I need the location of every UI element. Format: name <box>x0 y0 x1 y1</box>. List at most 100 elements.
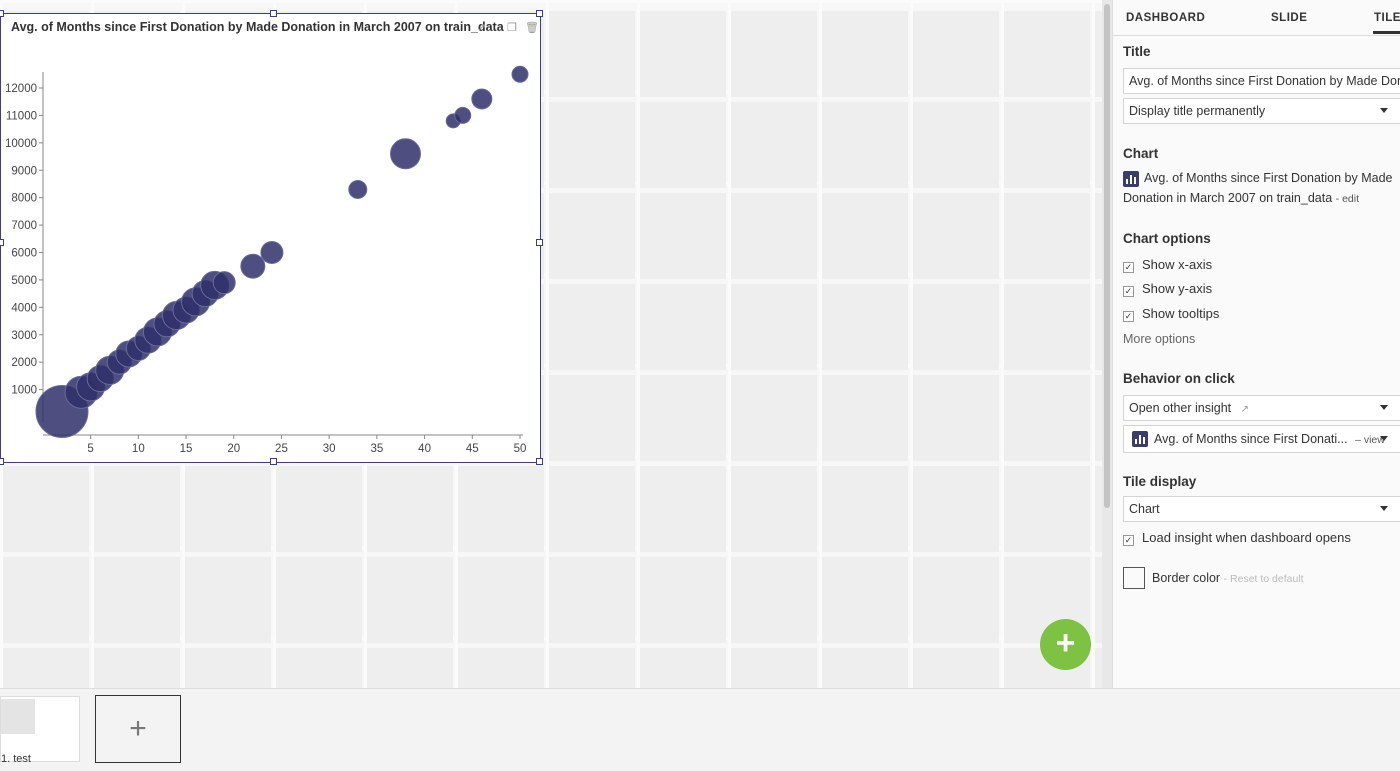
show-tooltips-checkbox[interactable]: ✓ <box>1123 311 1134 322</box>
canvas-scrollbar-thumb[interactable] <box>1104 4 1110 508</box>
grid-cell <box>913 648 999 688</box>
show-x-axis-checkbox[interactable]: ✓ <box>1123 262 1134 273</box>
grid-cell <box>458 648 544 688</box>
more-options-link[interactable]: More options <box>1123 332 1196 346</box>
active-tab-indicator <box>1373 31 1400 34</box>
grid-cell <box>367 557 453 643</box>
grid-cell <box>458 466 544 552</box>
chart-name-line2-row: Donation in March 2007 on train_data - e… <box>1123 191 1359 205</box>
add-slide-button[interactable]: + <box>95 695 181 763</box>
grid-cell <box>549 648 635 688</box>
grid-cell <box>913 284 999 370</box>
grid-cell <box>549 557 635 643</box>
grid-cell <box>640 648 726 688</box>
grid-cell <box>913 557 999 643</box>
x-tick-label: 15 <box>180 443 193 455</box>
load-insight-label: Load insight when dashboard opens <box>1142 530 1351 545</box>
chart-name-line1: Avg. of Months since First Donation by M… <box>1144 171 1393 185</box>
y-tick-label: 5000 <box>11 275 37 287</box>
show-x-axis-row[interactable]: ✓ Show x-axis <box>1123 257 1212 273</box>
grid-cell <box>640 375 726 461</box>
grid-cell <box>731 284 817 370</box>
grid-cell <box>822 648 908 688</box>
y-tick-label: 3000 <box>11 330 37 342</box>
resize-handle-left[interactable] <box>0 239 4 246</box>
data-point <box>240 253 266 279</box>
grid-cell <box>367 466 453 552</box>
grid-cell <box>1004 102 1090 188</box>
grid-cell <box>1004 375 1090 461</box>
y-tick-label: 11000 <box>6 110 37 122</box>
data-point <box>471 88 493 110</box>
add-tile-button[interactable]: + <box>1040 619 1091 670</box>
show-y-axis-row[interactable]: ✓ Show y-axis <box>1123 281 1212 297</box>
chart-name-line2: Donation in March 2007 on train_data <box>1123 191 1333 205</box>
grid-cell <box>1004 11 1090 97</box>
y-tick-label: 10000 <box>5 138 37 150</box>
tile-display-value: Chart <box>1129 502 1160 516</box>
grid-cell <box>276 557 362 643</box>
tile-display-select[interactable]: Chart <box>1123 496 1400 522</box>
tab-slide[interactable]: SLIDE <box>1271 12 1308 24</box>
show-y-axis-checkbox[interactable]: ✓ <box>1123 286 1134 297</box>
grid-cell <box>640 193 726 279</box>
x-tick-label: 5 <box>87 443 93 455</box>
grid-cell <box>94 557 180 643</box>
show-tooltips-row[interactable]: ✓ Show tooltips <box>1123 306 1219 322</box>
y-tick-label: 1000 <box>11 385 37 397</box>
load-insight-row[interactable]: ✓ Load insight when dashboard opens <box>1123 530 1351 546</box>
y-tick-label: 9000 <box>11 165 37 177</box>
grid-cell <box>94 466 180 552</box>
slide-label: 1. test <box>1 753 31 765</box>
duplicate-icon[interactable]: ❐ <box>507 22 517 34</box>
tab-tile[interactable]: TILE <box>1374 12 1400 24</box>
scatter-chart: 1000 2000 3000 4000 5000 6000 7000 8000 9000 1000… <box>5 65 529 455</box>
border-color-row: Border color - Reset to default <box>1152 571 1304 585</box>
title-input[interactable]: Avg. of Months since First Donation by M… <box>1123 68 1400 94</box>
insight-select[interactable]: Avg. of Months since First Donati... – v… <box>1123 425 1400 453</box>
settings-panel: DASHBOARD SLIDE TILE Title Avg. of Month… <box>1112 0 1400 688</box>
chevron-down-icon <box>1380 405 1388 410</box>
grid-cell <box>731 557 817 643</box>
border-color-label: Border color <box>1152 571 1221 585</box>
chart-section-heading: Chart <box>1123 146 1159 161</box>
grid-cell <box>822 466 908 552</box>
grid-cell <box>640 284 726 370</box>
grid-cell <box>913 466 999 552</box>
tile-title: Avg. of Months since First Donation by M… <box>11 20 504 34</box>
resize-handle-bottom-right[interactable] <box>536 458 543 465</box>
grid-cell <box>822 102 908 188</box>
chart-options-heading: Chart options <box>1123 231 1211 246</box>
trash-icon[interactable]: 🗑 <box>525 22 539 34</box>
resize-handle-right[interactable] <box>536 239 543 246</box>
resize-handle-top-right[interactable] <box>536 10 543 17</box>
border-color-swatch[interactable] <box>1123 567 1145 589</box>
tile-display-heading: Tile display <box>1123 474 1197 489</box>
resize-handle-top-left[interactable] <box>0 10 4 17</box>
reset-default-link[interactable]: - Reset to default <box>1223 573 1304 585</box>
grid-cell <box>1004 284 1090 370</box>
x-tick-label: 20 <box>227 443 240 455</box>
show-tooltips-label: Show tooltips <box>1142 306 1220 321</box>
external-link-icon[interactable]: ↗ <box>477 22 487 34</box>
slide-thumbnail[interactable]: 1. test <box>0 696 80 765</box>
resize-handle-bottom-left[interactable] <box>0 458 4 465</box>
x-tick-label: 40 <box>418 443 431 455</box>
insight-view-link[interactable]: – view <box>1355 434 1385 446</box>
grid-cell <box>822 375 908 461</box>
chart-tile[interactable]: Avg. of Months since First Donation by M… <box>0 10 543 465</box>
title-display-select[interactable]: Display title permanently <box>1123 98 1400 124</box>
grid-cell <box>913 193 999 279</box>
show-y-axis-label: Show y-axis <box>1142 281 1213 296</box>
grid-cell <box>822 193 908 279</box>
behavior-select[interactable]: Open other insight ↗ <box>1123 395 1400 421</box>
resize-handle-top[interactable] <box>270 10 277 17</box>
grid-cell <box>640 557 726 643</box>
chart-edit-link[interactable]: - edit <box>1335 193 1359 205</box>
y-tick-label: 4000 <box>11 302 37 314</box>
grid-cell <box>549 284 635 370</box>
resize-handle-bottom[interactable] <box>270 458 277 465</box>
load-insight-checkbox[interactable]: ✓ <box>1123 535 1134 546</box>
tab-dashboard[interactable]: DASHBOARD <box>1126 12 1206 24</box>
x-tick-label: 35 <box>370 443 383 455</box>
